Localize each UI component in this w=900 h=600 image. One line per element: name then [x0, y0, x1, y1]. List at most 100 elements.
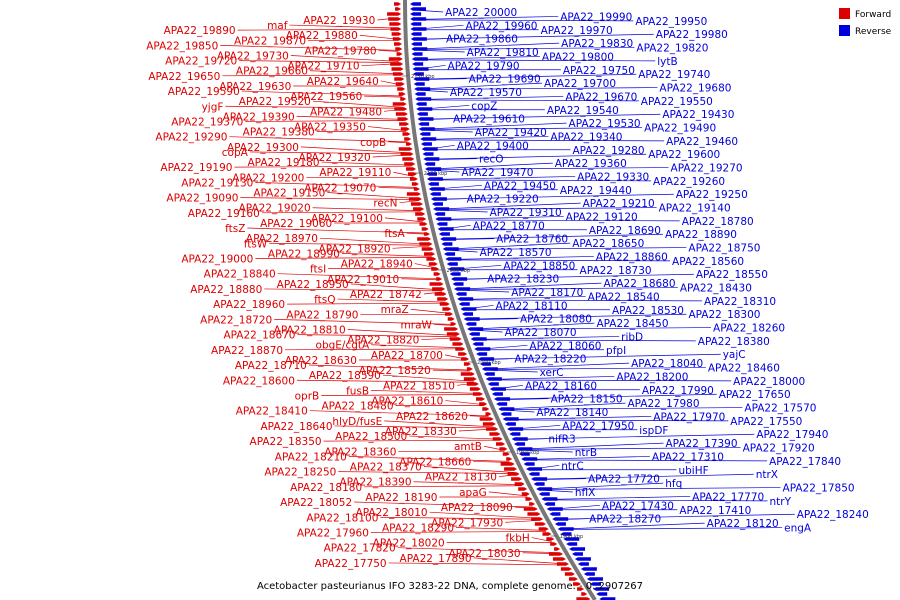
reverse-gene-label[interactable]: APA22_19460	[666, 136, 738, 148]
forward-gene-label[interactable]: copB	[360, 137, 386, 149]
forward-gene-label[interactable]: APA22_19290	[155, 132, 227, 144]
forward-gene-label[interactable]: APA22_17930	[431, 517, 503, 529]
reverse-gene-label[interactable]: APA22_19430	[662, 109, 734, 121]
forward-gene-label[interactable]: APA22_19560	[290, 91, 362, 103]
reverse-gene-label[interactable]: APA22_18000	[733, 376, 805, 388]
reverse-gene-label[interactable]: APA22_19610	[453, 114, 525, 126]
forward-gene-label[interactable]: mraZ	[381, 304, 409, 316]
reverse-gene-label[interactable]: APA22_18110	[496, 300, 568, 312]
forward-gene-label[interactable]: APA22_18250	[264, 467, 336, 479]
reverse-gene-label[interactable]: APA22_19220	[467, 194, 539, 206]
forward-gene-label[interactable]: amtB	[454, 441, 482, 453]
reverse-gene-label[interactable]: APA22_19990	[560, 11, 632, 23]
forward-gene-label[interactable]: APA22_18330	[385, 426, 457, 438]
forward-gene-label[interactable]: APA22_19780	[305, 45, 377, 57]
reverse-gene-label[interactable]: APA22_18530	[612, 305, 684, 317]
reverse-gene-label[interactable]: APA22_18450	[596, 318, 668, 330]
forward-gene-label[interactable]: APA22_18660	[399, 456, 471, 468]
forward-gene-label[interactable]: yjgF	[202, 101, 224, 113]
reverse-gene-label[interactable]: ntrX	[756, 469, 778, 481]
reverse-gene-label[interactable]: APA22_17570	[744, 403, 816, 415]
forward-gene-label[interactable]: APA22_18052	[280, 497, 352, 509]
forward-gene-label[interactable]: APA22_19180	[248, 157, 320, 169]
forward-gene-label[interactable]: APA22_19010	[327, 274, 399, 286]
forward-gene-label[interactable]: ftsI	[310, 264, 326, 276]
forward-gene-label[interactable]: APA22_19730	[217, 51, 289, 63]
forward-gene-label[interactable]: obgE/cgtA	[316, 340, 370, 352]
reverse-gene-label[interactable]: APA22_17940	[756, 429, 828, 441]
reverse-gene-label[interactable]: APA22_19540	[547, 105, 619, 117]
forward-gene-label[interactable]: APA22_18640	[261, 421, 333, 433]
forward-gene-label[interactable]: APA22_18610	[371, 396, 443, 408]
reverse-gene-label[interactable]: pfpI	[606, 345, 626, 357]
forward-gene-label[interactable]: APA22_17960	[297, 527, 369, 539]
reverse-gene-label[interactable]: ubiHF	[678, 465, 708, 477]
reverse-gene-label[interactable]: ribD	[621, 331, 643, 343]
reverse-gene-label[interactable]: APA22_17720	[588, 474, 660, 486]
reverse-gene-label[interactable]: APA22_17310	[652, 451, 724, 463]
reverse-gene-label[interactable]: APA22_17970	[653, 411, 725, 423]
reverse-gene-label[interactable]: APA22_18220	[514, 354, 586, 366]
reverse-gene-label[interactable]: APA22_18310	[704, 296, 776, 308]
reverse-gene-label[interactable]: APA22_19210	[583, 198, 655, 210]
forward-gene-label[interactable]: APA22_19370	[171, 116, 243, 128]
forward-gene-label[interactable]: APA22_19870	[234, 35, 306, 47]
reverse-gene-label[interactable]: hflX	[575, 487, 595, 499]
reverse-gene-label[interactable]: lytB	[657, 56, 677, 68]
reverse-gene-label[interactable]: yajC	[723, 349, 746, 361]
forward-gene-label[interactable]: APA22_19880	[286, 30, 358, 42]
reverse-gene-label[interactable]: APA22_18070	[505, 327, 577, 339]
forward-gene-label[interactable]: ftsW	[244, 238, 268, 250]
reverse-gene-label[interactable]: recO	[479, 154, 504, 166]
reverse-gene-label[interactable]: APA22_18040	[631, 358, 703, 370]
reverse-gene-label[interactable]: APA22_19970	[541, 25, 613, 37]
forward-gene-label[interactable]: APA22_18090	[441, 502, 513, 514]
reverse-gene-label[interactable]: APA22_17990	[642, 385, 714, 397]
reverse-gene-label[interactable]: ntrY	[770, 496, 792, 508]
reverse-gene-label[interactable]: xerC	[540, 367, 564, 379]
reverse-gene-label[interactable]: APA22_17980	[627, 398, 699, 410]
reverse-gene-label[interactable]: APA22_18430	[680, 283, 752, 295]
reverse-gene-label[interactable]: APA22_18060	[529, 340, 601, 352]
forward-gene-label[interactable]: APA22_18390	[339, 477, 411, 489]
reverse-gene-label[interactable]: APA22_18200	[616, 371, 688, 383]
forward-gene-label[interactable]: APA22_18810	[274, 325, 346, 337]
reverse-gene-label[interactable]: copZ	[471, 100, 497, 112]
forward-gene-label[interactable]: APA22_18600	[223, 375, 295, 387]
forward-gene-label[interactable]: APA22_17890	[400, 553, 472, 565]
reverse-gene-label[interactable]: APA22_20000	[445, 7, 517, 19]
forward-gene-label[interactable]: APA22_18130	[425, 472, 497, 484]
reverse-gene-label[interactable]: APA22_17920	[743, 443, 815, 455]
reverse-gene-label[interactable]: APA22_19280	[572, 145, 644, 157]
forward-gene-label[interactable]: APA22_18360	[324, 446, 396, 458]
reverse-gene-label[interactable]: APA22_19740	[638, 69, 710, 81]
forward-gene-label[interactable]: APA22_17750	[315, 558, 387, 570]
forward-gene-label[interactable]: APA22_19150	[253, 188, 325, 200]
reverse-gene-label[interactable]: APA22_19750	[563, 65, 635, 77]
reverse-gene-label[interactable]: APA22_19960	[465, 20, 537, 32]
forward-gene-label[interactable]: APA22_18180	[290, 482, 362, 494]
reverse-gene-label[interactable]: APA22_19570	[450, 87, 522, 99]
forward-gene-label[interactable]: hlyD/fusE	[332, 416, 382, 428]
forward-gene-label[interactable]: APA22_18590	[309, 370, 381, 382]
forward-gene-label[interactable]: copA	[222, 147, 249, 159]
forward-gene-label[interactable]: APA22_19200	[232, 172, 304, 184]
forward-gene-label[interactable]: APA22_18742	[350, 289, 422, 301]
reverse-gene-label[interactable]: APA22_19400	[457, 140, 529, 152]
forward-gene-label[interactable]: APA22_19660	[236, 66, 308, 78]
reverse-gene-label[interactable]: APA22_18160	[525, 380, 597, 392]
reverse-gene-label[interactable]: APA22_18690	[589, 225, 661, 237]
reverse-gene-label[interactable]: APA22_19980	[656, 29, 728, 41]
forward-gene-label[interactable]: APA22_18630	[285, 355, 357, 367]
reverse-gene-label[interactable]: APA22_18240	[797, 509, 869, 521]
forward-gene-label[interactable]: APA22_18970	[246, 233, 318, 245]
forward-gene-label[interactable]: APA22_18710	[235, 360, 307, 372]
reverse-gene-label[interactable]: APA22_18680	[604, 278, 676, 290]
reverse-gene-label[interactable]: APA22_17950	[562, 420, 634, 432]
reverse-gene-label[interactable]: APA22_17390	[666, 438, 738, 450]
reverse-gene-label[interactable]: APA22_18860	[596, 251, 668, 263]
reverse-gene-label[interactable]: APA22_18170	[511, 287, 583, 299]
reverse-gene-label[interactable]: APA22_18080	[520, 314, 592, 326]
forward-gene-label[interactable]: APA22_18790	[286, 309, 358, 321]
forward-gene-label[interactable]: APA22_18030	[449, 548, 521, 560]
